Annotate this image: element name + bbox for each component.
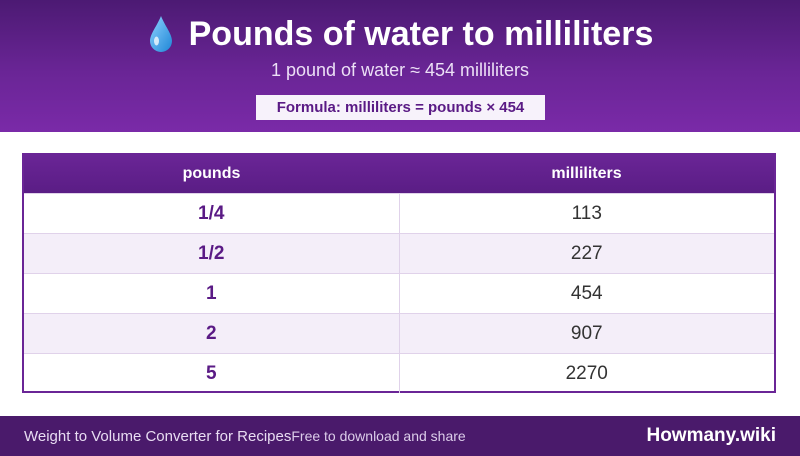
conversion-table: pounds milliliters 1/4 113 1/2 227 1 454… [22, 153, 776, 393]
pounds-cell: 1 [24, 274, 400, 313]
column-header-milliliters: milliliters [551, 165, 622, 182]
milliliters-cell: 2270 [565, 362, 608, 384]
milliliters-cell: 907 [570, 322, 603, 344]
footer-tagline: Free to download and share [291, 428, 466, 444]
table-row: 1/2 227 [24, 233, 774, 273]
header-banner: Pounds of water to milliliters 1 pound o… [0, 0, 800, 132]
milliliters-cell: 113 [571, 202, 602, 224]
brand-logo-text[interactable]: Howmany.wiki [646, 425, 776, 446]
footer-app-name: Weight to Volume Converter for Recipes [24, 427, 292, 445]
footer-bar: Weight to Volume Converter for Recipes Fr… [0, 416, 800, 456]
table-row: 2 907 [24, 313, 774, 353]
column-header-pounds: pounds [182, 165, 241, 182]
pounds-cell: 2 [24, 314, 400, 353]
table-row: 1/4 113 [24, 193, 774, 233]
title-row: Pounds of water to milliliters [0, 12, 800, 56]
formula-badge: Formula: milliliters = pounds × 454 [256, 95, 545, 120]
pounds-cell: 1/2 [24, 234, 400, 273]
milliliters-cell: 454 [570, 282, 603, 304]
pounds-cell: 5 [24, 354, 400, 393]
water-drop-icon [149, 16, 172, 52]
pounds-cell: 1/4 [24, 194, 400, 233]
milliliters-cell: 227 [570, 242, 603, 264]
conversion-subtitle: 1 pound of water ≈ 454 milliliters [270, 60, 529, 80]
footer-app-info: Weight to Volume Converter for Recipes Fr… [24, 416, 466, 456]
page-title: Pounds of water to milliliters [188, 14, 654, 53]
table-row: 5 2270 [24, 353, 774, 393]
table-header: pounds milliliters [24, 155, 774, 193]
table-row: 1 454 [24, 273, 774, 313]
